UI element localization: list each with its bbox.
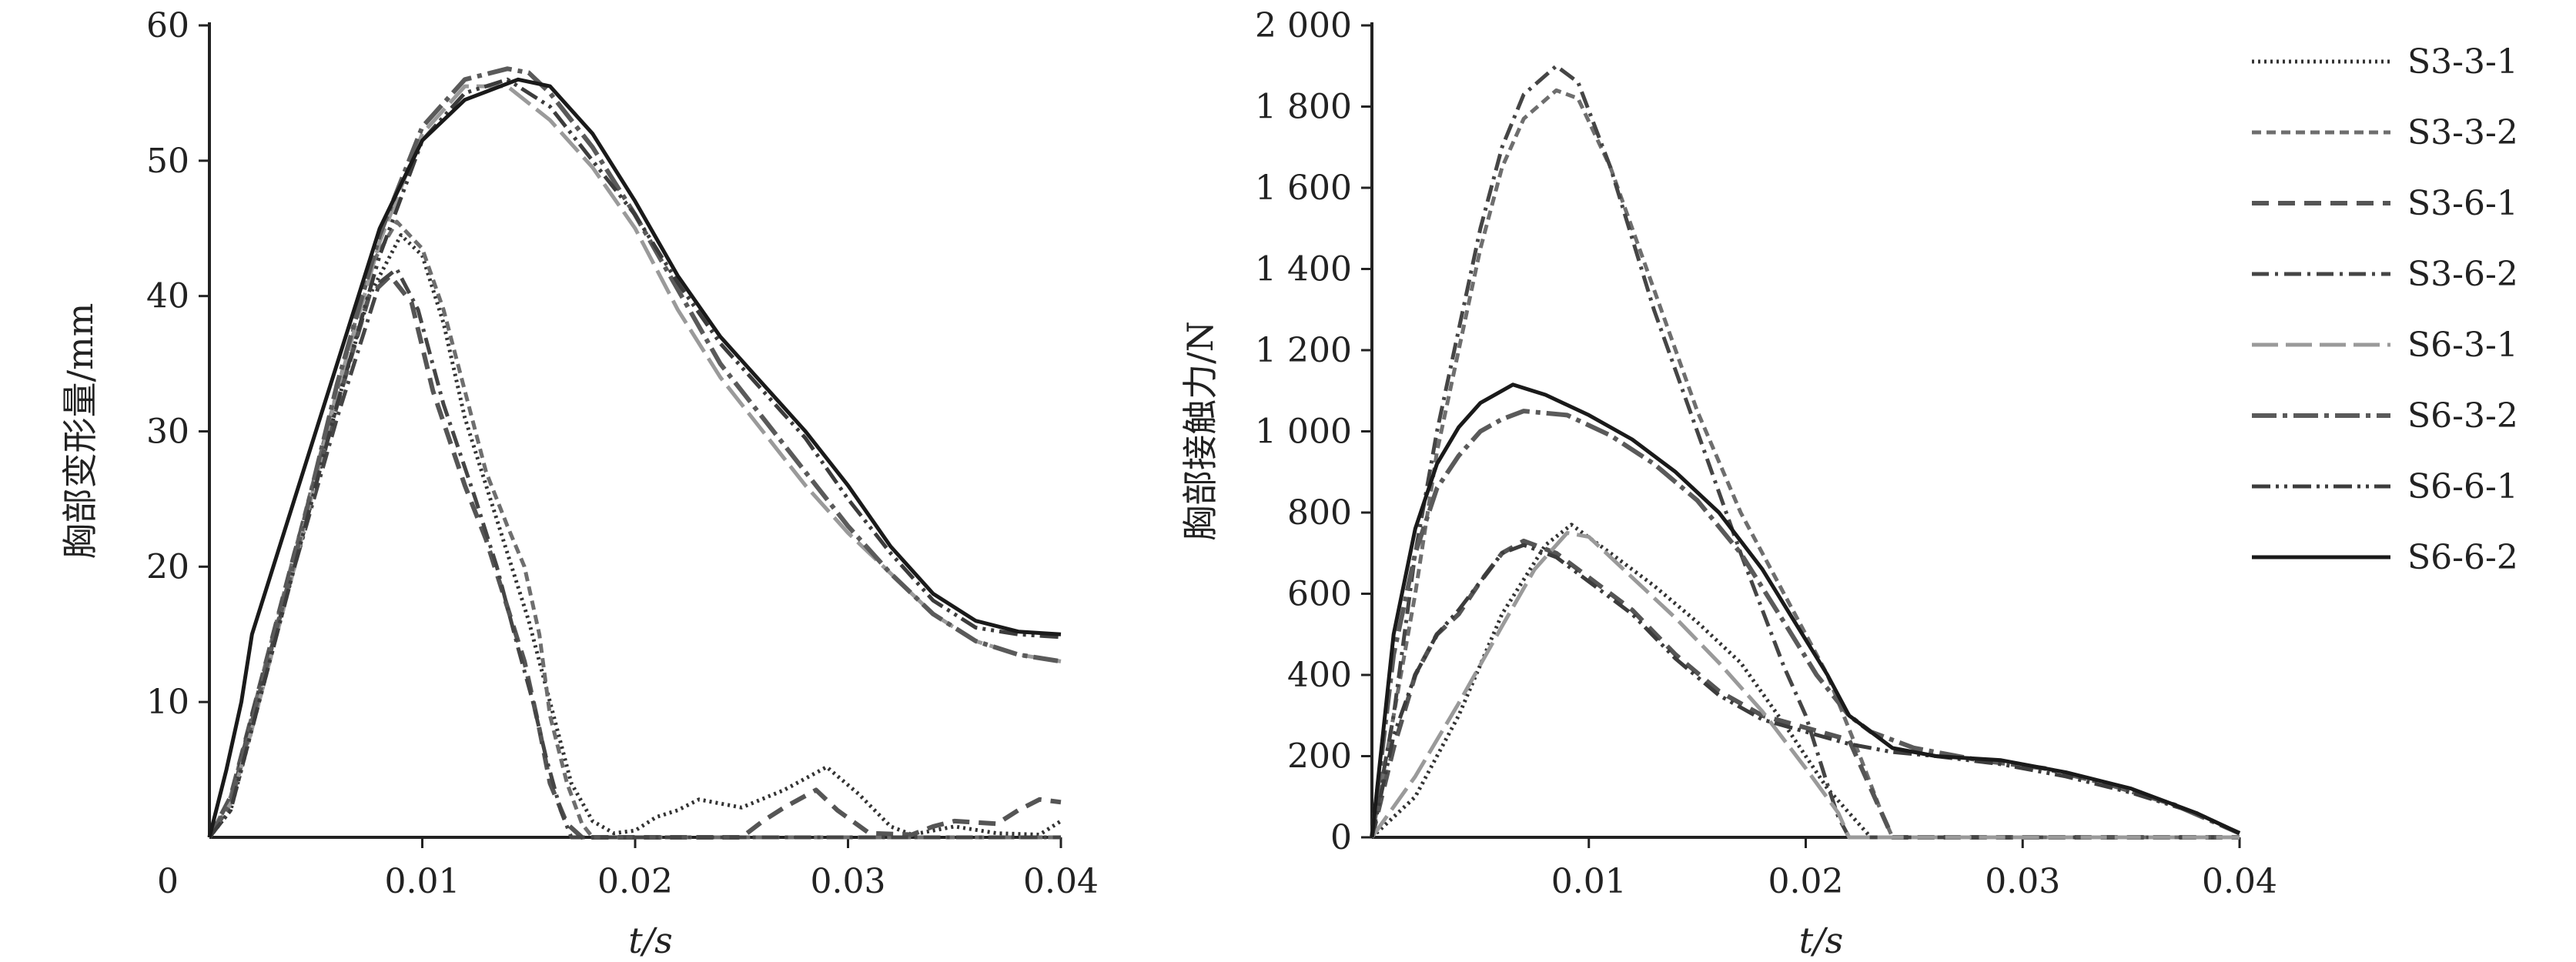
x-tick-label: 0.04 bbox=[2202, 862, 2277, 901]
origin-label: 0 bbox=[157, 862, 179, 901]
series-line-s3-6-2 bbox=[1370, 64, 2240, 840]
y-tick-label: 10 bbox=[146, 683, 189, 722]
y-tick-label: 600 bbox=[1287, 575, 1352, 614]
y-tick-label: 30 bbox=[146, 413, 189, 452]
series-line-s6-3-2 bbox=[207, 66, 1062, 839]
chart-chest-contact-force: 0 200 400 600 800 1 000 1 200 1 400 1 600 1 800 2 … bbox=[1179, 6, 2277, 961]
series-line-s6-6-1 bbox=[1370, 543, 2241, 838]
y-tick-label: 1 000 bbox=[1255, 413, 1352, 452]
y-tick-label: 40 bbox=[146, 277, 189, 316]
y-tick-label: 1 400 bbox=[1255, 250, 1352, 289]
series-line-s3-6-1 bbox=[207, 273, 1062, 840]
series-line-s3-3-1 bbox=[1370, 523, 2240, 840]
y-tick-label: 20 bbox=[146, 547, 189, 586]
legend-label-s6-3-2: S6-3-2 bbox=[2407, 396, 2518, 436]
y-axis-label: 胸部接触力/N bbox=[1179, 321, 1221, 541]
legend-label-s3-3-1: S3-3-1 bbox=[2407, 42, 2518, 82]
x-tick-label: 0.01 bbox=[385, 862, 460, 901]
legend-label-s3-6-1: S3-6-1 bbox=[2407, 184, 2518, 223]
x-tick-label: 0.02 bbox=[1768, 862, 1844, 901]
y-tick-label: 1 200 bbox=[1255, 331, 1352, 370]
x-tick-label: 0.03 bbox=[1985, 862, 2060, 901]
series-line-s3-3-2 bbox=[1370, 88, 2240, 840]
x-tick-label: 0.02 bbox=[597, 862, 673, 901]
legend-label-s6-6-1: S6-6-1 bbox=[2407, 467, 2518, 506]
x-axis-label: t/s bbox=[628, 920, 673, 961]
x-tick-label: 0.01 bbox=[1551, 862, 1627, 901]
x-tick-label: 0.04 bbox=[1023, 862, 1099, 901]
y-tick-label: 50 bbox=[146, 142, 189, 181]
legend-label-s6-3-1: S6-3-1 bbox=[2407, 326, 2518, 365]
series-line-s3-3-2 bbox=[207, 219, 1061, 840]
series-line-s6-6-2 bbox=[1370, 382, 2241, 838]
legend-label-s3-6-2: S3-6-2 bbox=[2407, 255, 2518, 294]
series-line-s6-3-1 bbox=[1370, 530, 2240, 840]
series-line-s3-3-1 bbox=[208, 233, 1062, 839]
x-tick-label: 0.03 bbox=[811, 862, 886, 901]
x-axis-label: t/s bbox=[1799, 920, 1844, 961]
y-tick-label: 200 bbox=[1287, 737, 1352, 777]
legend-label-s6-6-2: S6-6-2 bbox=[2407, 538, 2518, 577]
series-line-s6-6-1 bbox=[208, 77, 1062, 839]
y-tick-label: 2 000 bbox=[1255, 6, 1352, 45]
y-tick-label: 400 bbox=[1287, 656, 1352, 695]
y-tick-label: 0 bbox=[1330, 818, 1352, 857]
chart-chest-deformation: 10 20 30 40 50 60 0.01 0.02 0.03 0.04 0 胸部变形量/mm t/s bbox=[59, 6, 1099, 961]
series-line-s3-6-2 bbox=[207, 267, 1061, 840]
y-tick-label: 800 bbox=[1287, 493, 1352, 533]
legend-label-s3-3-2: S3-3-2 bbox=[2407, 113, 2518, 152]
series-line-s3-6-1 bbox=[1370, 538, 2240, 840]
y-tick-label: 1 600 bbox=[1255, 169, 1352, 208]
y-tick-label: 1 800 bbox=[1255, 88, 1352, 127]
series-line-s6-6-2 bbox=[207, 77, 1062, 838]
y-axis-label: 胸部变形量/mm bbox=[59, 303, 101, 559]
legend: S3-3-1 S3-3-2 S3-6-1 S3-6-2 S6-3-1 S6-3-2 S6-6… bbox=[2252, 42, 2518, 577]
y-tick-label: 60 bbox=[146, 6, 189, 45]
